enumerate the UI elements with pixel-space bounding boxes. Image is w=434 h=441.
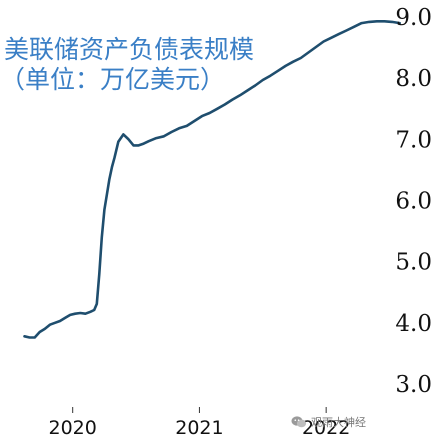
y-tick-label: 8.0	[395, 66, 432, 92]
y-axis-ticks: 3.0 4.0 5.0 6.0 7.0 8.0 9.0	[395, 5, 432, 398]
x-tick-label: 2021	[175, 417, 223, 439]
y-tick-label: 9.0	[395, 5, 432, 31]
x-tick-label: 2020	[49, 417, 97, 439]
watermark-text: 观雨大神经	[311, 416, 366, 429]
balance-sheet-line-0	[23, 20, 401, 339]
line-series-layer	[23, 20, 401, 339]
chart-subtitle-unit: （单位：万亿美元）	[0, 65, 226, 94]
wechat-icon	[291, 416, 307, 428]
y-tick-label: 4.0	[395, 311, 432, 337]
x-axis-ticks: 2020 2021 2022	[49, 407, 350, 439]
x-tick-label: 2022	[302, 417, 350, 439]
y-tick-label: 7.0	[395, 127, 432, 153]
y-tick-label: 3.0	[395, 372, 432, 398]
y-tick-label: 5.0	[395, 250, 432, 276]
chart-title: 美联储资产负债表规模	[4, 35, 255, 64]
watermark: 观雨大神经	[291, 414, 366, 430]
y-tick-label: 6.0	[395, 189, 432, 215]
